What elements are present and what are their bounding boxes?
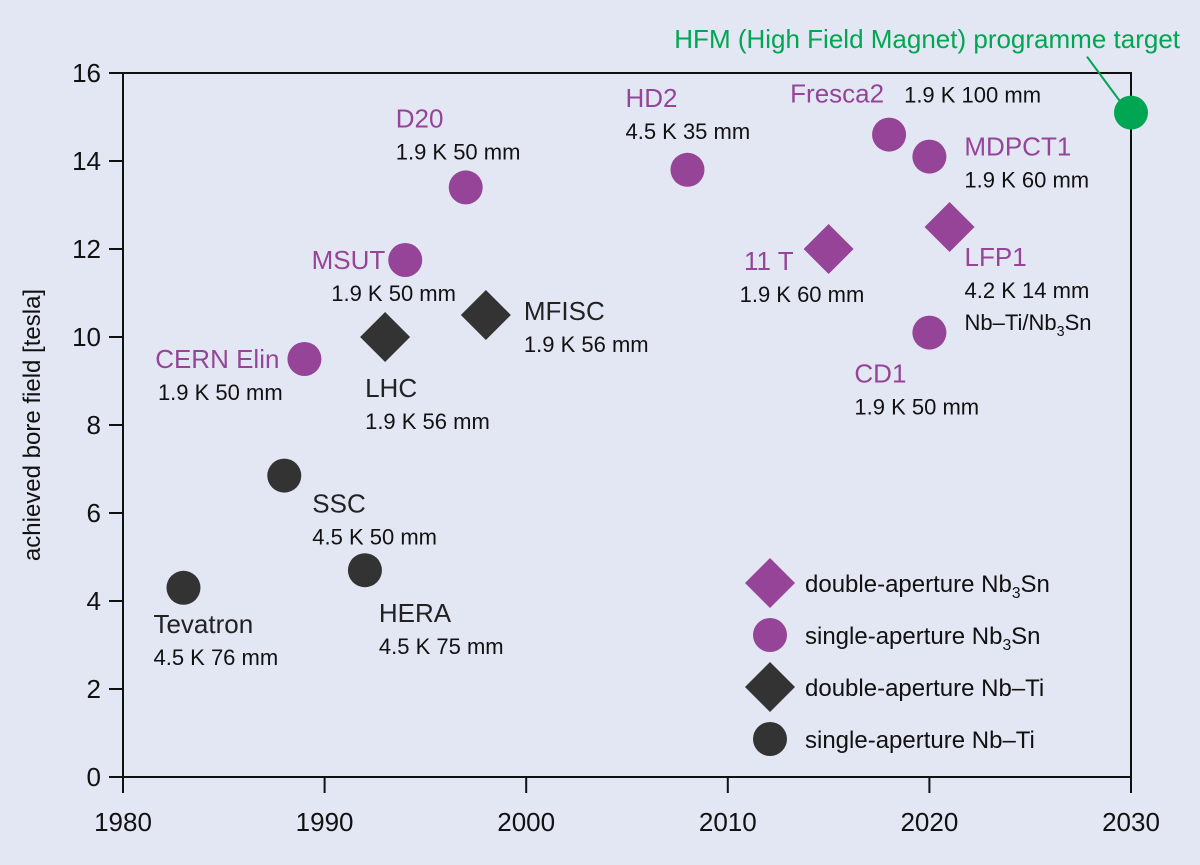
x-tick-label: 2020 — [900, 807, 958, 837]
data-labels: Tevatron 4.5 K 76 mm SSC 4.5 K 50 mm HERA 4.5… — [153, 79, 1091, 670]
point-d20 — [448, 170, 483, 205]
point-spec-label: 4.5 K 76 mm — [153, 645, 278, 670]
point-name-label: HERA — [379, 598, 452, 628]
point-spec2-label: Nb–Ti/Nb3Sn — [965, 310, 1092, 340]
target-label: HFM (High Field Magnet) programme target — [674, 24, 1180, 54]
x-tick-label: 1990 — [296, 807, 354, 837]
point-ssc — [267, 458, 302, 493]
y-tick-label: 16 — [72, 58, 101, 88]
legend-label: double-aperture Nb3Sn — [805, 571, 1050, 602]
point-name-label: SSC — [312, 489, 365, 519]
y-tick-label: 8 — [87, 410, 101, 440]
point-lhc — [360, 312, 411, 362]
point-spec-label: 1.9 K 50 mm — [331, 281, 456, 306]
y-tick-label: 10 — [72, 322, 101, 352]
point-spec-label: 1.9 K 56 mm — [524, 332, 649, 357]
x-tick-label: 2030 — [1102, 807, 1160, 837]
point-name-label: MDPCT1 — [964, 132, 1071, 162]
point-spec-label: 1.9 K 50 mm — [854, 395, 979, 420]
point-cern-elin — [287, 342, 322, 376]
legend-marker — [745, 558, 795, 608]
point-mfisc — [460, 290, 511, 340]
point-name-label: D20 — [396, 103, 444, 133]
point-spec-label: 1.9 K 50 mm — [158, 380, 283, 405]
point-spec-label: 4.2 K 14 mm — [965, 278, 1090, 303]
point-hfm-target — [1114, 95, 1148, 130]
point-tevatron — [166, 570, 201, 605]
point-spec-label: 4.5 K 75 mm — [379, 634, 504, 659]
point-name-label: MSUT — [312, 245, 386, 275]
legend: double-aperture Nb3Sn single-aperture Nb3… — [745, 558, 1050, 756]
legend-marker — [753, 618, 787, 652]
legend-label: single-aperture Nb–Ti — [805, 727, 1035, 754]
y-tick-label: 0 — [87, 762, 101, 792]
point-hera — [347, 553, 382, 588]
point-spec-label: 1.9 K 60 mm — [964, 168, 1089, 193]
target-leader-line — [1086, 56, 1122, 104]
point-hd2 — [670, 152, 705, 187]
point-name-label: Fresca2 — [790, 79, 884, 109]
point-spec-label: 1.9 K 56 mm — [365, 409, 490, 434]
point-spec-label: 4.5 K 35 mm — [625, 119, 750, 144]
y-tick-label: 6 — [87, 498, 101, 528]
legend-label: single-aperture Nb3Sn — [805, 623, 1040, 654]
y-axis-label: achieved bore field [tesla] — [19, 289, 46, 561]
point-lfp1 — [924, 202, 975, 252]
point-name-label: 11 T — [744, 246, 794, 276]
point-mdpct1 — [912, 139, 947, 174]
point-name-label: Tevatron — [153, 609, 253, 639]
y-tick-label: 14 — [72, 146, 101, 176]
point-spec-label: 4.5 K 50 mm — [312, 525, 437, 550]
point-name-label: MFISC — [524, 296, 605, 326]
point-name-label: CERN Elin — [155, 344, 279, 374]
y-tick-label: 4 — [87, 586, 101, 616]
data-points — [166, 117, 975, 605]
y-tick-label: 2 — [87, 674, 101, 704]
x-tick-label: 1980 — [94, 807, 152, 837]
y-tick-label: 12 — [72, 234, 101, 264]
point-11-t — [803, 224, 854, 274]
point-spec-label: 1.9 K 50 mm — [396, 139, 521, 164]
target-annotation: HFM (High Field Magnet) programme target — [674, 24, 1181, 130]
point-name-label: LHC — [365, 373, 417, 403]
legend-label: double-aperture Nb–Ti — [805, 675, 1044, 702]
point-name-label: HD2 — [625, 83, 677, 113]
ticks: 0 2 4 6 8 10 12 14 16 1980 1990 2000 2010 2020 2030 — [72, 58, 1160, 837]
legend-marker — [753, 722, 787, 756]
point-name-label: LFP1 — [965, 242, 1027, 272]
point-name-label: CD1 — [854, 359, 906, 389]
point-spec-label: 1.9 K 60 mm — [740, 282, 865, 307]
point-cd1 — [912, 315, 947, 350]
legend-marker — [745, 662, 795, 712]
x-tick-label: 2010 — [699, 807, 757, 837]
point-fresca2 — [872, 117, 907, 152]
point-spec-label: 1.9 K 100 mm — [904, 83, 1041, 108]
x-tick-label: 2000 — [497, 807, 555, 837]
point-msut — [388, 243, 423, 277]
